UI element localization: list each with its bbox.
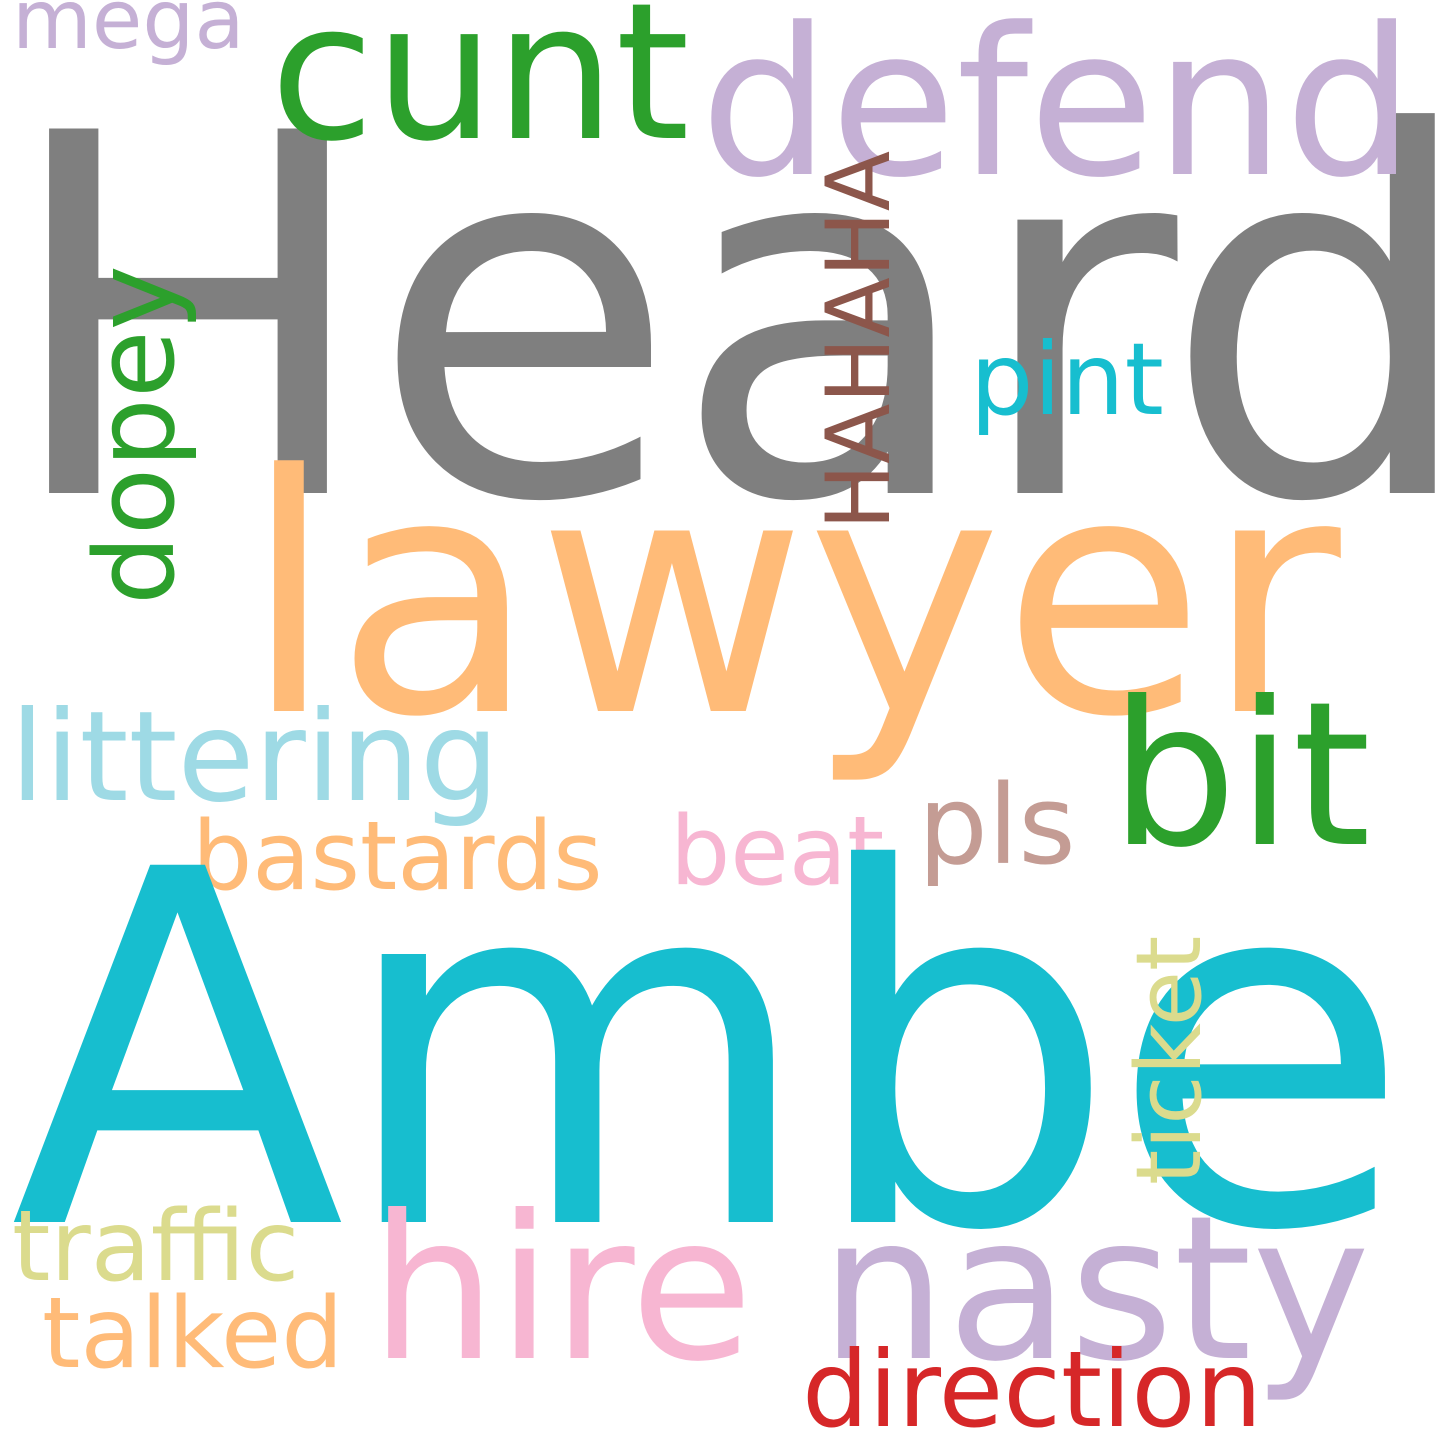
word-nasty: nasty [820,1173,1371,1406]
word-hire: hire [370,1173,754,1406]
word-heard: Heard [0,29,1440,611]
word-traffic: traffic [12,1190,300,1304]
word-ticket: ticket [1117,935,1222,1185]
word-bastards: bastards [192,802,603,912]
word-dopey: dopey [71,265,199,605]
word-lawyer: lawyer [243,405,1341,789]
word-bit: bit [1110,659,1371,892]
word-beat: beat [670,797,885,907]
word-defend: defend [700,0,1415,223]
word-littering: littering [10,685,500,830]
word-direction: direction [802,1329,1263,1440]
word-mega: mega [12,0,245,68]
word-amber: Amber [10,767,1440,1338]
word-pint: pint [970,321,1164,438]
word-talked: talked [42,1277,344,1391]
word-hahaha: HAHAHA [807,150,910,530]
word-pls: pls [918,761,1076,889]
word-cunt: cunt [270,0,690,183]
